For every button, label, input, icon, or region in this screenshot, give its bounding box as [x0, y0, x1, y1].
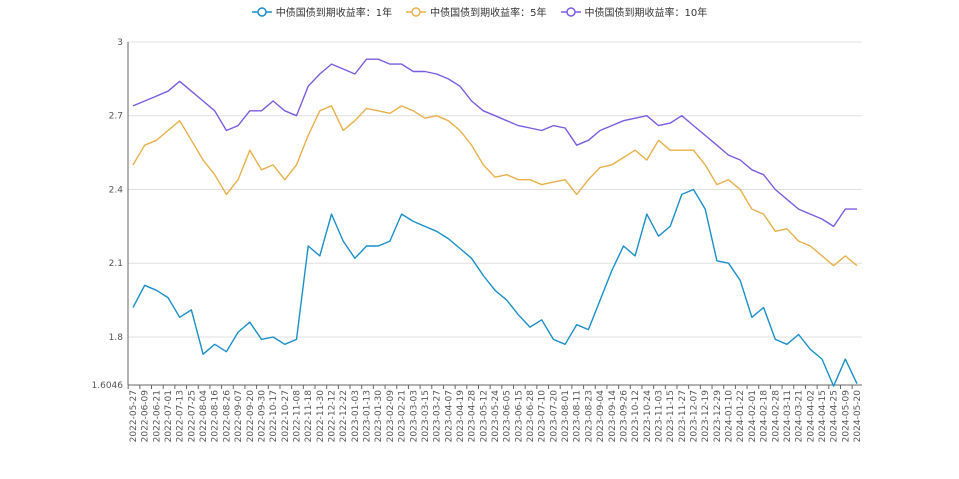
x-tick-label: 2022-06-09 [141, 390, 151, 443]
x-tick-label: 2023-04-19 [456, 390, 466, 443]
y-tick-label: 1.8 [109, 333, 124, 343]
x-tick-label: 2024-03-21 [795, 390, 805, 442]
x-tick-label: 2023-09-26 [619, 390, 629, 443]
x-tick-label: 2023-12-07 [690, 390, 700, 442]
x-tick-label: 2022-11-08 [292, 390, 302, 443]
x-tick-label: 2022-08-04 [199, 390, 209, 443]
x-tick-label: 2022-06-21 [152, 390, 162, 442]
x-tick-label: 2022-09-30 [257, 390, 267, 443]
x-tick-label: 2023-01-13 [363, 390, 373, 442]
chart-legend: 中债国债到期收益率：1年 中债国债到期收益率：5年 中债国债到期收益率：10年 [0, 4, 959, 19]
series-line-10y [132, 58, 857, 228]
y-tick-label: 2.4 [109, 185, 124, 195]
x-tick-label: 2023-03-03 [409, 390, 419, 442]
x-tick-label: 2023-02-21 [398, 390, 408, 442]
x-tick-label: 2024-05-20 [853, 390, 863, 443]
x-tick-label: 2023-11-27 [678, 390, 688, 442]
legend-marker-icon [406, 6, 427, 17]
x-tick-label: 2023-09-14 [608, 390, 618, 443]
y-tick-label: 3 [117, 38, 123, 48]
x-tick-label: 2022-09-20 [246, 390, 256, 443]
x-tick-label: 2022-09-07 [234, 390, 244, 442]
x-tick-label: 2022-12-22 [339, 390, 349, 442]
x-tick-label: 2023-10-24 [643, 390, 653, 443]
x-tick-label: 2024-02-28 [771, 390, 781, 443]
x-tick-label: 2023-12-29 [713, 390, 723, 443]
x-tick-label: 2024-01-10 [725, 390, 735, 443]
x-tick-label: 2022-10-17 [269, 390, 279, 442]
x-tick-label: 2022-11-30 [316, 390, 326, 443]
x-tick-label: 2023-04-28 [468, 390, 478, 443]
x-tick-label: 2023-07-20 [549, 390, 559, 443]
x-tick-label: 2022-08-16 [211, 390, 221, 443]
series-line-5y [132, 105, 858, 267]
x-tick-label: 2023-05-12 [479, 390, 489, 442]
x-tick-label: 2023-03-15 [421, 390, 431, 442]
x-tick-label: 2022-07-01 [164, 390, 174, 442]
x-tick-label: 2024-02-01 [748, 390, 758, 442]
x-tick-label: 2022-11-18 [304, 390, 314, 443]
x-tick-label: 2023-08-11 [573, 390, 583, 442]
x-tick-label: 2022-05-27 [129, 390, 139, 442]
x-tick-label: 2023-05-24 [491, 390, 501, 443]
x-tick-label: 2023-08-01 [561, 390, 571, 442]
legend-item-10y[interactable]: 中债国债到期收益率：10年 [560, 4, 708, 19]
x-tick-label: 2024-05-09 [841, 390, 851, 443]
legend-marker-icon [560, 6, 581, 17]
x-tick-label: 2023-10-12 [631, 390, 641, 442]
x-tick-label: 2023-09-04 [596, 390, 606, 443]
legend-item-5y[interactable]: 中债国债到期收益率：5年 [406, 4, 547, 19]
legend-item-1y[interactable]: 中债国债到期收益率：1年 [251, 4, 393, 19]
x-tick-label: 2022-12-12 [328, 390, 338, 442]
x-tick-label: 2022-08-26 [222, 390, 232, 443]
x-tick-label: 2023-02-09 [386, 390, 396, 443]
y-tick-label: 1.6046 [92, 381, 124, 391]
y-tick-label: 2.7 [109, 112, 123, 122]
x-tick-label: 2023-04-07 [444, 390, 454, 442]
x-tick-label: 2023-06-28 [526, 390, 536, 443]
legend-label: 中债国债到期收益率：1年 [275, 8, 393, 19]
legend-marker-icon [251, 6, 272, 17]
x-tick-label: 2023-06-15 [514, 390, 524, 442]
legend-label: 中债国债到期收益率：10年 [584, 8, 708, 19]
x-tick-label: 2023-03-27 [433, 390, 443, 442]
y-tick-label: 2.1 [109, 259, 123, 269]
series-line-1y [132, 188, 858, 387]
x-tick-label: 2023-11-03 [654, 390, 664, 442]
x-tick-label: 2022-07-13 [176, 390, 186, 442]
x-tick-label: 2023-11-15 [666, 390, 676, 442]
x-tick-label: 2022-07-25 [187, 390, 197, 442]
x-tick-label: 2023-01-30 [374, 390, 384, 443]
x-tick-label: 2024-03-11 [783, 390, 793, 442]
x-tick-label: 2024-04-02 [806, 390, 816, 442]
x-tick-label: 2022-10-27 [281, 390, 291, 442]
legend-label: 中债国债到期收益率：5年 [430, 8, 547, 19]
x-tick-label: 2023-01-03 [351, 390, 361, 442]
x-tick-label: 2024-04-15 [818, 390, 828, 442]
x-tick-label: 2023-08-23 [584, 390, 594, 442]
x-tick-label: 2024-01-22 [736, 390, 746, 442]
x-tick-label: 2023-07-10 [538, 390, 548, 443]
x-tick-label: 2023-12-19 [701, 390, 711, 443]
x-tick-label: 2024-04-25 [830, 390, 840, 442]
x-tick-label: 2024-02-18 [760, 390, 770, 443]
x-tick-label: 2023-06-05 [503, 390, 513, 442]
